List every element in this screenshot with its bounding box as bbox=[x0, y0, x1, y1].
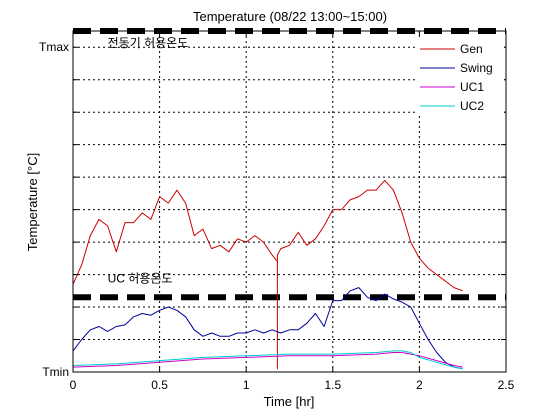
x-tick-label: 2.5 bbox=[498, 378, 515, 392]
x-tick-label: 1.5 bbox=[324, 378, 341, 392]
legend-box bbox=[418, 37, 504, 113]
annotations: 전동기 허용온도 UC 허용온도 bbox=[108, 36, 189, 285]
legend-label-uc1: UC1 bbox=[460, 80, 484, 94]
x-tick-label: 0 bbox=[70, 378, 77, 392]
series-line-swing bbox=[72, 287, 463, 370]
legend: Gen Swing UC1 UC2 bbox=[418, 37, 504, 113]
x-tick-label: 1 bbox=[243, 378, 250, 392]
y-tick-label: Tmin bbox=[42, 365, 69, 379]
legend-label-uc2: UC2 bbox=[460, 99, 484, 113]
x-axis-label: Time [hr] bbox=[264, 394, 315, 409]
plot-frame bbox=[72, 30, 507, 373]
axis-ticks: 0 0.5 1 1.5 2 2.5 Tmin Tmax bbox=[39, 31, 515, 392]
legend-label-swing: Swing bbox=[460, 61, 493, 75]
chart-title: Temperature (08/22 13:00~15:00) bbox=[193, 9, 387, 24]
series-line-gen bbox=[72, 179, 463, 370]
series-line-uc2 bbox=[72, 350, 463, 370]
annotation-label: 전동기 허용온도 bbox=[108, 36, 189, 50]
y-axis-label: Temperature [°C] bbox=[25, 153, 40, 251]
series-lines bbox=[72, 179, 463, 370]
x-tick-label: 2 bbox=[416, 378, 423, 392]
y-tick-label: Tmax bbox=[39, 40, 69, 54]
annotation-label: UC 허용온도 bbox=[108, 272, 173, 286]
series-line-uc1 bbox=[72, 352, 463, 368]
legend-label-gen: Gen bbox=[460, 42, 483, 56]
x-tick-label: 0.5 bbox=[151, 378, 168, 392]
